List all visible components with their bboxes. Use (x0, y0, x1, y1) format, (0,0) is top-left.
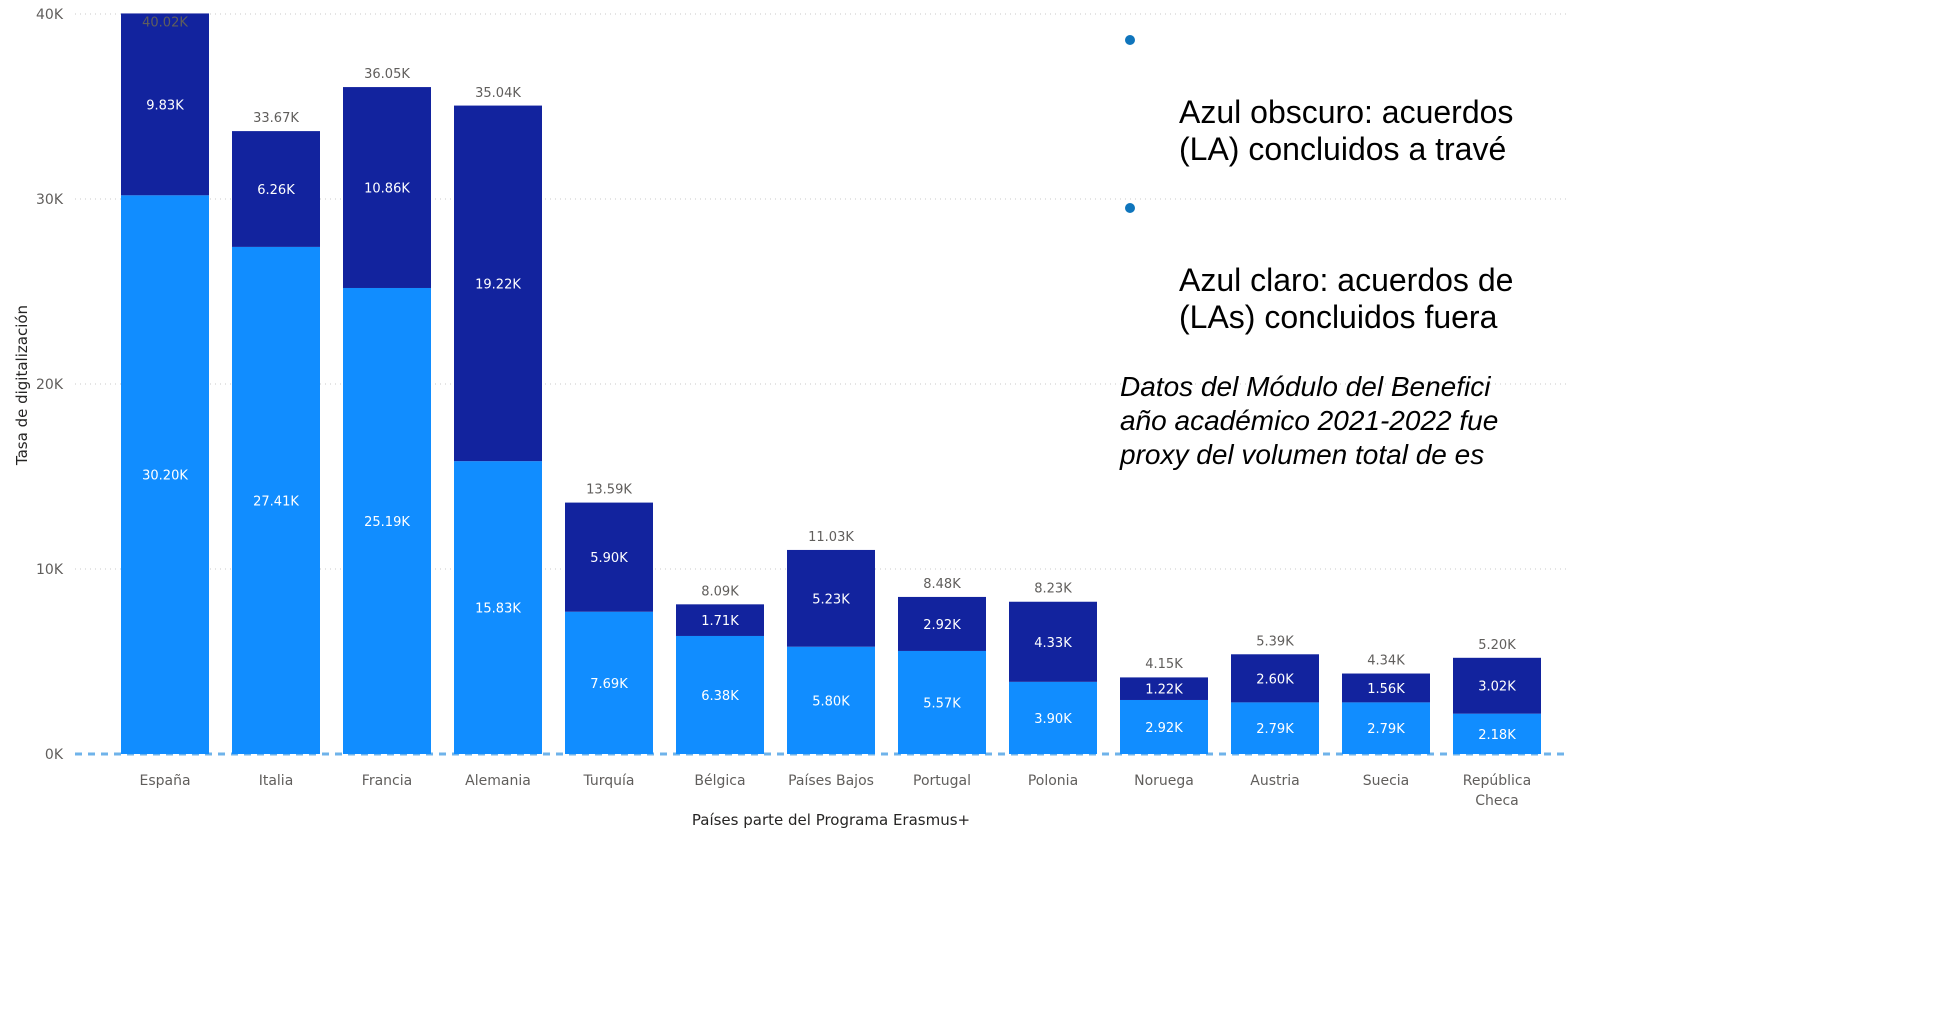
bar-segment (343, 87, 431, 288)
total-label: 35.04K (475, 86, 521, 101)
bar-segment (1009, 681, 1097, 754)
bar-segment (787, 549, 875, 647)
total-label: 40.02K (142, 16, 188, 31)
y-tick-label: 40K (36, 7, 64, 23)
bar-segment (121, 13, 209, 196)
data-label: 9.83K (146, 98, 184, 113)
x-axis-categories: España Italia Francia Alemania Turquía Bélgic… (139, 773, 1531, 809)
total-label: 33.67K (253, 111, 299, 126)
total-label: 8.23K (1034, 582, 1072, 597)
x-tick-label: España (139, 773, 190, 789)
data-label: 1.56K (1367, 682, 1405, 697)
data-label: 5.90K (590, 551, 628, 566)
data-label: 30.20K (142, 469, 188, 484)
bullet-dot-icon (1125, 203, 1135, 213)
data-label: 2.18K (1478, 728, 1516, 743)
stacked-bar-chart: 0K 10K 20K 30K 40K 30.20K 9.83K 40.02K 27.41K 6.… (13, 7, 1568, 829)
x-tick-label: Países Bajos (788, 773, 874, 789)
bar-segment (1453, 713, 1541, 754)
data-label: 3.90K (1034, 712, 1072, 727)
y-axis-ticks: 0K 10K 20K 30K 40K (36, 7, 64, 763)
bar-segment (343, 287, 431, 754)
data-source-note: Datos del Módulo del Benefici año académ… (1120, 371, 1499, 470)
bars: 30.20K 9.83K 40.02K 27.41K 6.26K 33.67K 25.19K… (121, 13, 1541, 755)
data-label: 10.86K (364, 182, 410, 197)
data-label: 25.19K (364, 515, 410, 530)
total-label: 4.34K (1367, 654, 1405, 669)
x-tick-label: Italia (259, 773, 294, 789)
x-tick-label: Alemania (465, 773, 531, 789)
bar-segment (787, 646, 875, 754)
bar-segment (232, 131, 320, 247)
data-label: 2.79K (1256, 722, 1294, 737)
data-label: 5.23K (812, 592, 850, 607)
total-label: 4.15K (1145, 657, 1183, 672)
total-label: 5.39K (1256, 634, 1294, 649)
x-axis-title: Países parte del Programa Erasmus+ (692, 811, 970, 829)
data-label: 7.69K (590, 677, 628, 692)
y-axis-title: Tasa de digitalización (13, 305, 31, 466)
total-label: 5.20K (1478, 638, 1516, 653)
data-label: 2.92K (1145, 721, 1183, 736)
bar-segment (1231, 654, 1319, 703)
bar-segment (232, 246, 320, 755)
x-tick-label: Suecia (1363, 773, 1410, 789)
total-label: 11.03K (808, 530, 854, 545)
bar-segment (1342, 673, 1430, 703)
bar-segment (1120, 699, 1208, 754)
x-tick-label: Turquía (582, 773, 634, 789)
bar-segment (1342, 702, 1430, 754)
data-label: 4.33K (1034, 636, 1072, 651)
data-label: 27.41K (253, 494, 299, 509)
data-label: 2.79K (1367, 722, 1405, 737)
x-tick-label: Bélgica (694, 773, 745, 789)
total-label: 13.59K (586, 483, 632, 498)
bar-segment (121, 195, 209, 755)
data-label: 3.02K (1478, 680, 1516, 695)
x-tick-label: Polonia (1028, 773, 1078, 789)
bar-segment (898, 596, 986, 651)
bar-segment (676, 604, 764, 636)
y-tick-label: 30K (36, 192, 64, 208)
bar-segment (1231, 702, 1319, 754)
bar-segment (454, 105, 542, 462)
data-label: 1.71K (701, 614, 739, 629)
total-label: 36.05K (364, 67, 410, 82)
data-label: 19.22K (475, 277, 521, 292)
x-tick-label: Noruega (1134, 773, 1194, 789)
bar-segment (565, 502, 653, 612)
data-label: 2.60K (1256, 672, 1294, 687)
data-label: 6.26K (257, 183, 295, 198)
bullet-light-blue: Azul claro: acuerdos de (LAs) concluidos… (1105, 188, 1575, 336)
y-tick-label: 20K (36, 377, 64, 393)
x-tick-label: Francia (362, 773, 412, 789)
bullet-dark-blue: Azul obscuro: acuerdos (LA) concluidos a… (1105, 20, 1575, 168)
x-tick-label: Portugal (913, 773, 971, 789)
bar-segment (898, 650, 986, 754)
bullet-text: Azul obscuro: acuerdos (LA) concluidos a… (1179, 94, 1514, 167)
data-label: 5.57K (923, 696, 961, 711)
data-label: 5.80K (812, 694, 850, 709)
bar-segment (565, 611, 653, 754)
total-label: 8.09K (701, 584, 739, 599)
data-label: 1.22K (1145, 683, 1183, 698)
data-label: 2.92K (923, 618, 961, 633)
data-label: 15.83K (475, 602, 521, 617)
x-tick-label: Austria (1250, 773, 1299, 789)
bar-segment (676, 635, 764, 754)
x-tick-label: Checa (1475, 793, 1519, 809)
bullet-text: Azul claro: acuerdos de (LAs) concluidos… (1179, 262, 1514, 335)
annotation-panel: Azul obscuro: acuerdos (LA) concluidos a… (1105, 20, 1575, 472)
bar-segment (1009, 601, 1097, 682)
bullet-dot-icon (1125, 35, 1135, 45)
data-label: 6.38K (701, 689, 739, 704)
x-tick-label: República (1463, 773, 1531, 789)
bar-segment (1120, 677, 1208, 700)
total-label: 8.48K (923, 577, 961, 592)
bar-segment (454, 461, 542, 754)
y-tick-label: 0K (45, 747, 64, 763)
y-tick-label: 10K (36, 562, 64, 578)
bar-segment (1453, 657, 1541, 714)
